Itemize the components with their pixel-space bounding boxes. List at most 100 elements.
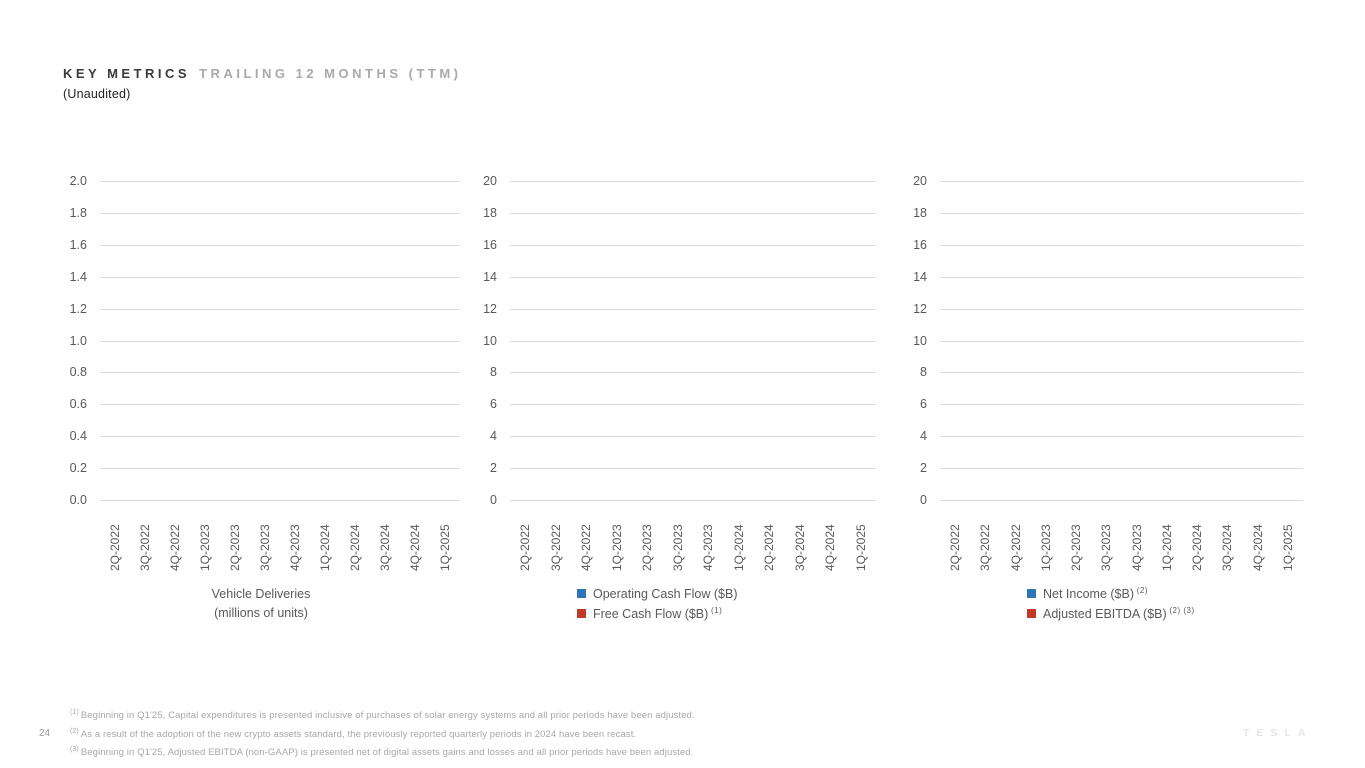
footnote-3: (3) Beginning in Q1'25, Adjusted EBITDA (… xyxy=(70,742,695,761)
gridline xyxy=(100,244,460,246)
y-axis-tick-label: 2 xyxy=(490,461,497,476)
legend-color-swatch xyxy=(577,588,586,598)
y-axis-tick-label: 10 xyxy=(483,333,497,348)
x-axis-tick-label: 4Q-2024 xyxy=(1250,524,1265,571)
y-axis-tick-label: 18 xyxy=(483,205,497,220)
gridline xyxy=(940,340,1303,342)
y-axis-tick-label: 1.2 xyxy=(69,301,87,316)
x-axis-tick-label: 3Q-2024 xyxy=(1220,524,1235,571)
y-axis-tick-label: 6 xyxy=(490,397,497,412)
footnote-marker: (2) xyxy=(70,727,79,735)
gridline xyxy=(510,212,876,214)
gridline xyxy=(510,244,876,246)
gridline xyxy=(100,212,460,214)
x-axis-tick-label: 1Q-2024 xyxy=(731,524,746,571)
x-axis-tick-label: 2Q-2024 xyxy=(348,524,362,571)
footnote-marker: (1) xyxy=(70,709,79,716)
legend-item: Adjusted EBITDA ($B) (2) (3) xyxy=(1027,604,1195,624)
legend-color-swatch xyxy=(577,608,586,618)
legend-item: Free Cash Flow ($B) (1) xyxy=(577,604,738,624)
gridline xyxy=(940,404,1303,406)
x-axis-tick-label: 1Q-2025 xyxy=(1280,524,1295,571)
gridline xyxy=(940,181,1303,182)
x-axis-tick-label: 3Q-2022 xyxy=(548,524,563,571)
gridline xyxy=(510,372,876,374)
gridline xyxy=(510,308,876,310)
legend-label: (millions of units) xyxy=(214,606,308,620)
legend-color-swatch xyxy=(1027,608,1036,618)
y-axis-tick-label: 4 xyxy=(920,429,927,444)
x-axis-tick-label: 2Q-2022 xyxy=(108,524,122,571)
y-axis-tick-label: 16 xyxy=(483,237,497,252)
gridline xyxy=(100,340,460,342)
legend: Vehicle Deliveries (millions of units) xyxy=(100,585,422,623)
y-axis-tick-label: 4 xyxy=(490,429,497,444)
footnotes: (1) Beginning in Q1'25, Capital expenditu… xyxy=(70,705,695,761)
legend-label: Vehicle Deliveries xyxy=(211,587,311,601)
y-axis-tick-label: 20 xyxy=(483,174,497,188)
y-axis-tick-label: 1.0 xyxy=(69,333,87,348)
legend-label: Net Income ($B) (2) xyxy=(1043,586,1149,602)
x-axis-tick-label: 2Q-2022 xyxy=(518,524,533,571)
x-axis-tick-label: 3Q-2023 xyxy=(1099,524,1114,571)
x-axis-tick-label: 3Q-2023 xyxy=(258,524,272,571)
page-title-primary: KEY METRICS xyxy=(63,66,191,81)
legend: Net Income ($B) (2) Adjusted EBITDA ($B) … xyxy=(1027,584,1195,624)
footnote-marker: (3) xyxy=(70,746,79,754)
y-axis-tick-label: 20 xyxy=(913,174,927,188)
y-axis-tick-label: 6 xyxy=(920,397,927,412)
x-axis-tick-label: 3Q-2024 xyxy=(378,524,392,571)
y-axis-tick-label: 1.8 xyxy=(69,205,87,220)
y-axis-tick-label: 2.0 xyxy=(69,174,87,188)
x-axis-tick-label: 2Q-2023 xyxy=(640,524,655,571)
gridline xyxy=(940,308,1303,310)
gridline xyxy=(940,468,1303,470)
gridline xyxy=(940,500,1303,501)
x-axis-tick-label: 1Q-2024 xyxy=(1159,524,1174,571)
page-number: 24 xyxy=(39,728,51,739)
x-axis-tick-label: 4Q-2022 xyxy=(168,524,182,571)
gridline xyxy=(100,436,460,438)
gridline xyxy=(100,468,460,470)
y-axis-tick-label: 12 xyxy=(913,301,927,316)
x-axis-tick-label: 1Q-2023 xyxy=(1038,524,1053,571)
y-axis-tick-label: 0.8 xyxy=(69,365,87,380)
x-axis-tick-label: 2Q-2023 xyxy=(228,524,242,571)
y-axis-tick-label: 18 xyxy=(913,205,927,220)
x-axis-tick-label: 4Q-2024 xyxy=(823,524,838,571)
x-axis-tick-label: 4Q-2024 xyxy=(408,524,422,571)
y-axis-tick-label: 0.0 xyxy=(69,493,87,507)
footnote-text: As a result of the adoption of the new c… xyxy=(80,728,637,740)
x-axis-tick-label: 4Q-2023 xyxy=(1129,524,1144,571)
x-axis-tick-label: 3Q-2024 xyxy=(792,524,807,571)
gridline xyxy=(510,436,876,438)
x-axis-tick-label: 4Q-2023 xyxy=(288,524,302,571)
tesla-logo: TESLA xyxy=(1243,727,1313,739)
y-axis-tick-label: 8 xyxy=(920,365,927,380)
footnote-2: (2) As a result of the adoption of the ne… xyxy=(70,724,695,743)
y-axis-tick-label: 10 xyxy=(913,333,927,348)
legend-superscript: (2) (3) xyxy=(1166,606,1195,616)
x-axis-tick-label: 4Q-2022 xyxy=(579,524,594,571)
legend-item: Net Income ($B) (2) xyxy=(1027,584,1195,604)
gridline xyxy=(100,181,460,182)
footnote-text: Beginning in Q1'25, Capital expenditures… xyxy=(80,710,695,722)
y-axis-tick-label: 0 xyxy=(920,493,927,507)
x-axis-tick-label: 1Q-2025 xyxy=(853,524,868,571)
y-axis-tick-label: 0 xyxy=(490,493,497,507)
x-axis-tick-label: 4Q-2022 xyxy=(1008,524,1023,571)
y-axis-tick-label: 16 xyxy=(913,237,927,252)
gridline xyxy=(940,372,1303,374)
y-axis-tick-label: 1.6 xyxy=(69,237,87,252)
y-axis-tick-label: 8 xyxy=(490,365,497,380)
legend-superscript: (1) xyxy=(708,606,723,616)
x-axis-tick-label: 4Q-2023 xyxy=(701,524,716,571)
legend-label: Operating Cash Flow ($B) xyxy=(593,587,738,601)
gridline xyxy=(510,468,876,470)
legend-label: Adjusted EBITDA ($B) (2) (3) xyxy=(1043,606,1195,622)
y-axis-tick-label: 0.6 xyxy=(69,397,87,412)
gridline xyxy=(510,500,876,501)
gridline xyxy=(940,244,1303,246)
x-axis-tick-label: 3Q-2022 xyxy=(138,524,152,571)
